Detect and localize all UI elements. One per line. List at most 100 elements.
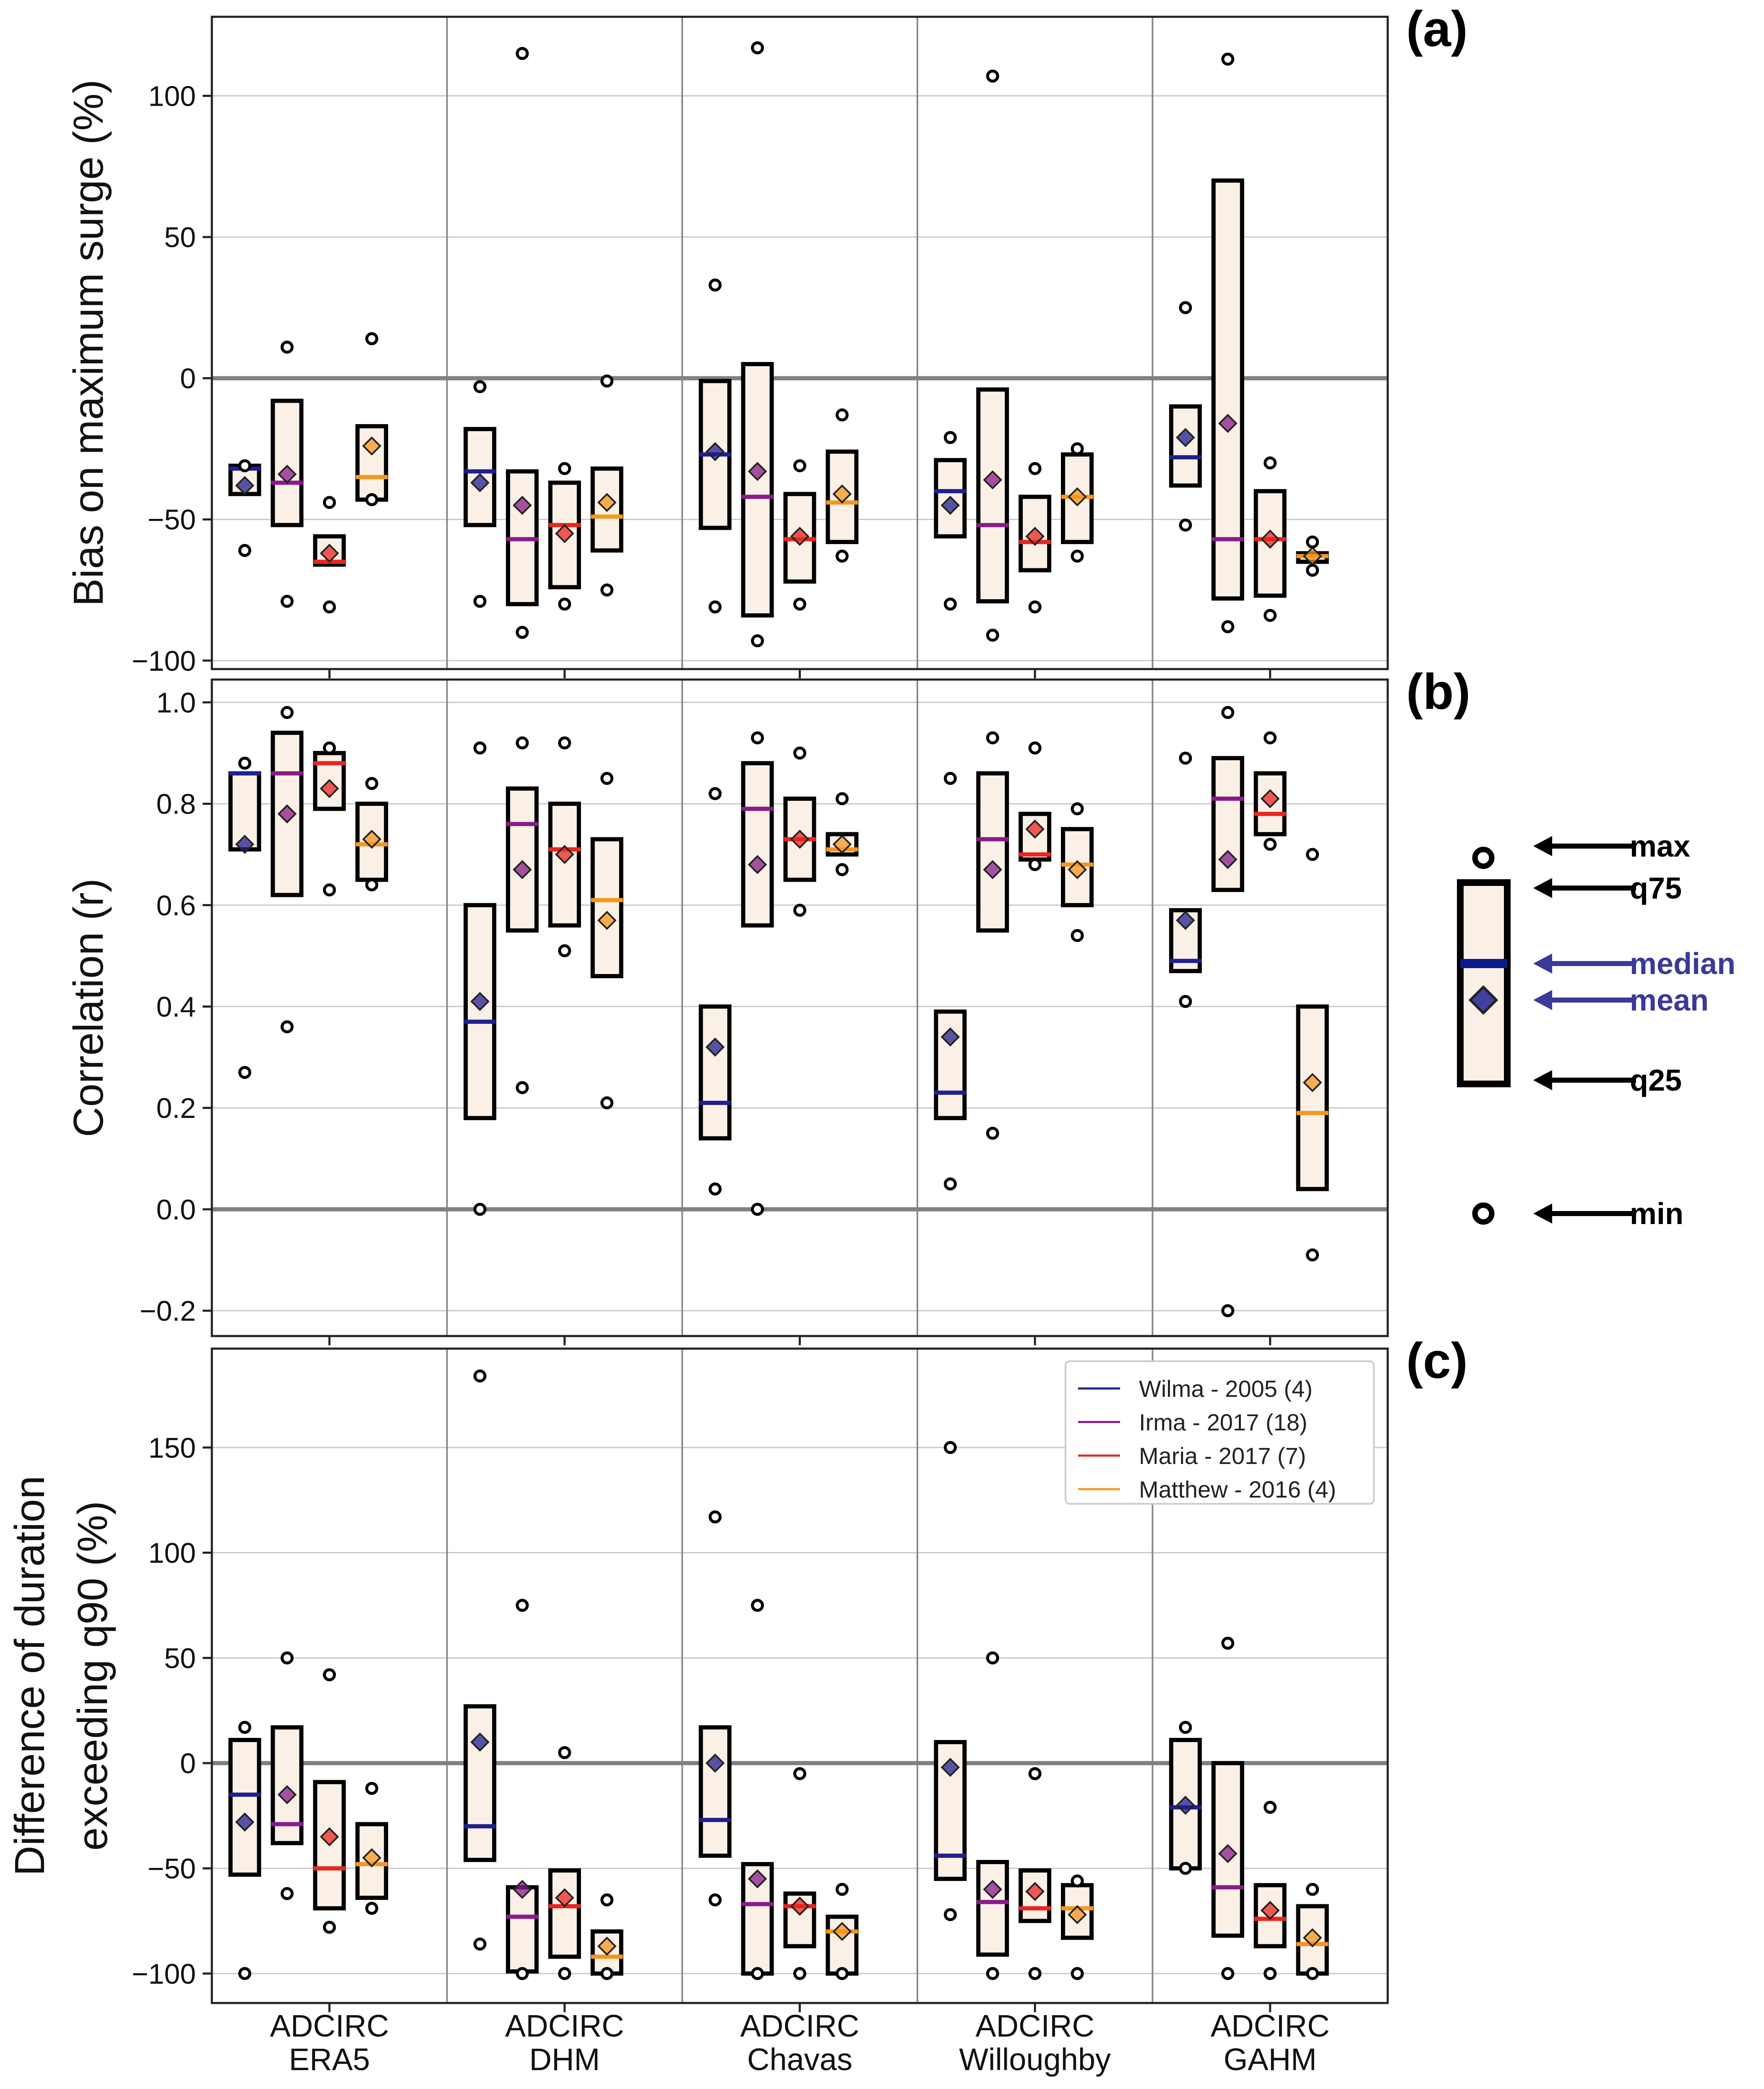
box-iqr bbox=[698, 1725, 732, 1858]
min-marker bbox=[323, 883, 336, 897]
box-iqr bbox=[505, 1885, 539, 1974]
max-marker bbox=[986, 731, 999, 745]
mean-marker bbox=[748, 1869, 767, 1888]
min-marker bbox=[1264, 1967, 1277, 1980]
max-marker bbox=[751, 1599, 764, 1612]
box-iqr bbox=[464, 903, 497, 1120]
mean-marker bbox=[748, 855, 767, 874]
max-marker bbox=[986, 69, 999, 83]
legend-arrowhead-min bbox=[1533, 1203, 1552, 1224]
y-axis-label: Difference of duration bbox=[6, 1476, 53, 1876]
min-marker bbox=[280, 594, 294, 608]
max-marker bbox=[1221, 52, 1235, 66]
x-tick-label: ADCIRC bbox=[1211, 2008, 1330, 2043]
mean-marker bbox=[790, 526, 810, 546]
panel-a: −100 −50 0 50 100 Bias on maximum surge (%) (a… bbox=[65, 1, 1468, 678]
min-marker bbox=[1221, 620, 1235, 633]
mean-marker bbox=[1176, 428, 1195, 447]
max-marker bbox=[1221, 706, 1235, 719]
max-marker bbox=[473, 380, 487, 393]
mean-marker bbox=[513, 1880, 532, 1899]
box-iqr bbox=[1253, 1883, 1287, 1948]
min-marker bbox=[1071, 1967, 1084, 1980]
legend-box bbox=[1457, 879, 1511, 1087]
panel-c: −100 −50 0 50 100 150 Difference of duration ex… bbox=[6, 1333, 1468, 2012]
min-marker bbox=[1179, 995, 1192, 1008]
max-marker bbox=[1221, 1636, 1235, 1650]
min-marker bbox=[709, 1183, 722, 1196]
legend-arrowhead-q75 bbox=[1533, 878, 1552, 898]
y-axis-label: Correlation (r) bbox=[65, 878, 112, 1137]
legend-arrowhead-mean bbox=[1533, 990, 1552, 1010]
box-iqr bbox=[590, 837, 623, 978]
y-tick-label: −50 bbox=[148, 1853, 196, 1885]
legend-entry: Wilma - 2005 (4) bbox=[1139, 1375, 1313, 1402]
mean-marker bbox=[597, 493, 617, 512]
max-marker bbox=[709, 279, 722, 292]
min-marker bbox=[943, 1177, 957, 1190]
mean-marker bbox=[705, 442, 725, 461]
mean-marker bbox=[1025, 1882, 1045, 1901]
mean-marker bbox=[1176, 1795, 1195, 1815]
min-marker bbox=[751, 1203, 764, 1216]
y-tick-label: 50 bbox=[164, 1642, 196, 1674]
mean-marker bbox=[362, 1848, 382, 1868]
x-tick-label: GAHM bbox=[1224, 2042, 1317, 2077]
min-marker bbox=[793, 904, 806, 917]
max-marker bbox=[1071, 1874, 1084, 1888]
min-marker bbox=[986, 1127, 999, 1140]
box-iqr bbox=[228, 1737, 261, 1877]
min-marker bbox=[280, 1887, 294, 1900]
mean-marker bbox=[832, 834, 852, 854]
mean-marker bbox=[235, 834, 255, 854]
max-marker bbox=[835, 792, 849, 805]
box-iqr bbox=[741, 761, 774, 928]
mean-marker bbox=[555, 845, 574, 864]
max-marker bbox=[238, 459, 251, 472]
min-marker bbox=[473, 594, 487, 608]
max-marker bbox=[280, 1651, 294, 1664]
min-marker bbox=[365, 1901, 378, 1915]
legend-frame bbox=[1065, 1360, 1375, 1505]
y-tick-label: 50 bbox=[164, 221, 196, 253]
box-iqr bbox=[1296, 1004, 1329, 1191]
min-marker bbox=[751, 1967, 764, 1980]
max-marker bbox=[1028, 741, 1042, 755]
mean-marker bbox=[941, 495, 960, 515]
mean-marker bbox=[705, 1037, 725, 1057]
mean-marker bbox=[983, 860, 1003, 880]
y-tick-label: 1.0 bbox=[156, 687, 196, 719]
min-marker bbox=[473, 1203, 487, 1216]
mean-marker bbox=[470, 992, 490, 1011]
mean-marker bbox=[277, 804, 297, 824]
min-marker bbox=[1221, 1304, 1235, 1318]
mean-marker bbox=[705, 1753, 725, 1773]
mean-marker bbox=[790, 1896, 810, 1916]
min-marker bbox=[280, 1020, 294, 1034]
max-marker bbox=[986, 1651, 999, 1664]
max-marker bbox=[1028, 462, 1042, 475]
y-tick-label: 0.8 bbox=[156, 788, 196, 820]
legend-arrowhead-median bbox=[1533, 953, 1552, 974]
panels: −100 −50 0 50 100 Bias on maximum surge (%) (a… bbox=[6, 1, 1470, 2077]
min-marker bbox=[835, 1967, 849, 1980]
box-iqr bbox=[548, 480, 581, 589]
max-marker bbox=[516, 736, 529, 750]
min-marker bbox=[793, 1967, 806, 1980]
x-tick-label: ADCIRC bbox=[505, 2008, 624, 2043]
mean-marker bbox=[983, 1880, 1003, 1899]
x-tick-label: ERA5 bbox=[289, 2042, 370, 2077]
max-marker bbox=[1071, 802, 1084, 815]
y-tick-label: 150 bbox=[149, 1432, 196, 1464]
mean-marker bbox=[1068, 860, 1087, 880]
mean-marker bbox=[555, 1888, 574, 1908]
max-marker bbox=[1264, 731, 1277, 745]
legend-entry: Matthew - 2016 (4) bbox=[1139, 1476, 1336, 1503]
max-marker bbox=[600, 772, 614, 785]
max-marker bbox=[1179, 1721, 1192, 1734]
max-marker bbox=[473, 741, 487, 755]
min-marker bbox=[238, 1066, 251, 1079]
mean-marker bbox=[1176, 911, 1195, 930]
y-tick-label: 0 bbox=[180, 363, 196, 395]
